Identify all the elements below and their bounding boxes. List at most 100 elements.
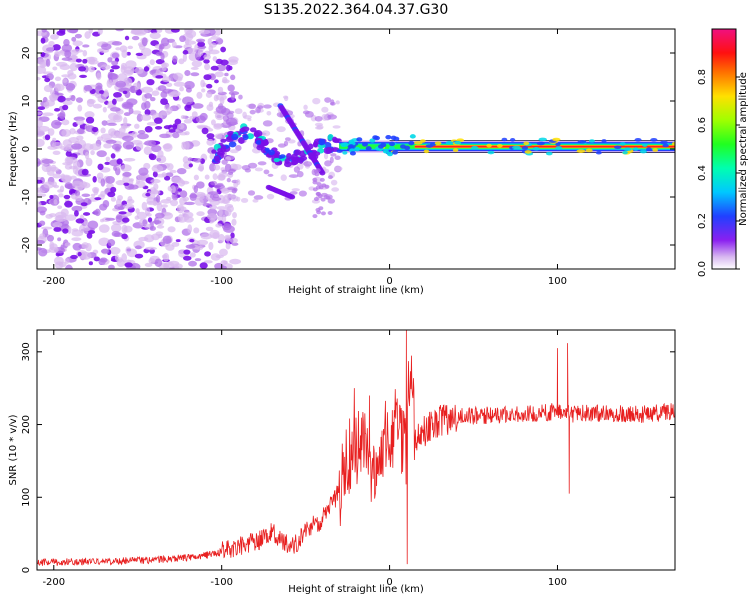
noise-speck [70,94,76,102]
noise-speck [82,212,91,216]
transition-speck [234,108,243,115]
branch-upper-blob [319,170,326,176]
transition-speck [312,97,321,105]
noise-speck [154,258,163,267]
noise-speck [131,131,138,138]
signal-band-lump [361,142,368,147]
noise-speck [65,83,76,91]
noise-speck [209,199,220,206]
noise-speck [209,163,216,172]
noise-speck [229,258,241,265]
noise-speck [189,252,196,258]
noise-speck [52,66,58,71]
noise-speck [125,144,134,150]
transition-speck [321,113,329,121]
noise-speck [80,202,88,207]
noise-speck [210,65,219,71]
noise-speck [141,37,148,47]
noise-speck [114,254,119,261]
noise-speck [76,128,85,135]
noise-speck [224,207,232,217]
snr-y-tick-label: 300 [21,342,32,361]
noise-speck [87,220,99,230]
noise-speck [98,90,105,94]
transition-speck [261,130,271,137]
noise-speck [99,257,108,263]
transition-speck [252,198,259,203]
noise-speck [131,35,140,41]
noise-speck [146,197,155,204]
spectrogram-x-tick-label: 100 [548,276,567,287]
noise-speck [190,66,199,70]
branch-lower-blob [320,211,326,216]
signal-band-lump [614,145,622,149]
noise-speck [109,246,121,255]
noise-speck [196,38,206,43]
noise-speck [170,90,181,97]
noise-speck [138,167,149,176]
noise-speck [128,184,139,190]
noise-speck [145,246,157,251]
noise-speck [72,242,82,251]
noise-speck [179,190,188,198]
transition-band-blob [268,149,275,156]
noise-speck [152,171,158,178]
noise-speck [86,232,93,239]
noise-speck [88,261,93,266]
noise-speck [186,47,197,54]
noise-speck [135,208,140,214]
signal-band-lump [512,145,521,150]
signal-band-lump [487,150,495,155]
noise-speck [138,236,149,242]
noise-speck [37,106,46,111]
noise-speck [144,93,153,99]
spectrogram-y-tick-label: 20 [21,47,32,60]
transition-speck [266,110,272,116]
noise-speck [90,150,95,156]
transition-speck [329,156,334,164]
noise-speck [71,228,79,232]
signal-band-lump [538,137,547,142]
transition-band-blob [217,148,223,153]
noise-speck [98,224,110,233]
noise-speck [144,109,151,116]
transition-speck [225,155,235,161]
signal-band-lump [646,147,652,151]
branch-lower-blob [325,195,331,200]
noise-speck [149,97,156,102]
noise-speck [184,40,197,45]
transition-speck [217,103,224,110]
branch-lower-blob [317,194,323,199]
noise-speck [96,172,104,180]
noise-speck [54,52,61,57]
noise-speck [193,157,202,163]
noise-speck [225,242,231,250]
noise-speck [37,58,46,65]
noise-speck [62,78,68,83]
transition-band-blob [263,139,269,146]
signal-band-lump [454,140,462,145]
colorbar-ticks: 0.0 0.2 0.4 0.6 0.8 [697,69,740,277]
noise-speck [97,163,104,171]
transition-speck [221,159,228,165]
noise-speck [182,96,194,105]
noise-speck [171,176,183,184]
noise-speck [79,254,87,260]
transition-speck [218,171,228,178]
noise-speck [64,242,71,247]
transition-speck [331,187,340,192]
transition-speck [277,143,287,148]
noise-speck [148,257,156,265]
noise-speck [130,30,141,35]
transition-speck [288,174,299,178]
transition-speck [327,114,338,120]
signal-band-lump [369,138,376,143]
noise-speck [184,80,195,90]
noise-speck [64,258,70,264]
transition-speck [212,173,218,180]
signal-band-lump [336,149,343,153]
spectrogram-x-tick-label: -200 [42,276,65,287]
transition-speck [266,193,275,200]
noise-speck [218,208,223,217]
noise-speck [123,182,130,186]
